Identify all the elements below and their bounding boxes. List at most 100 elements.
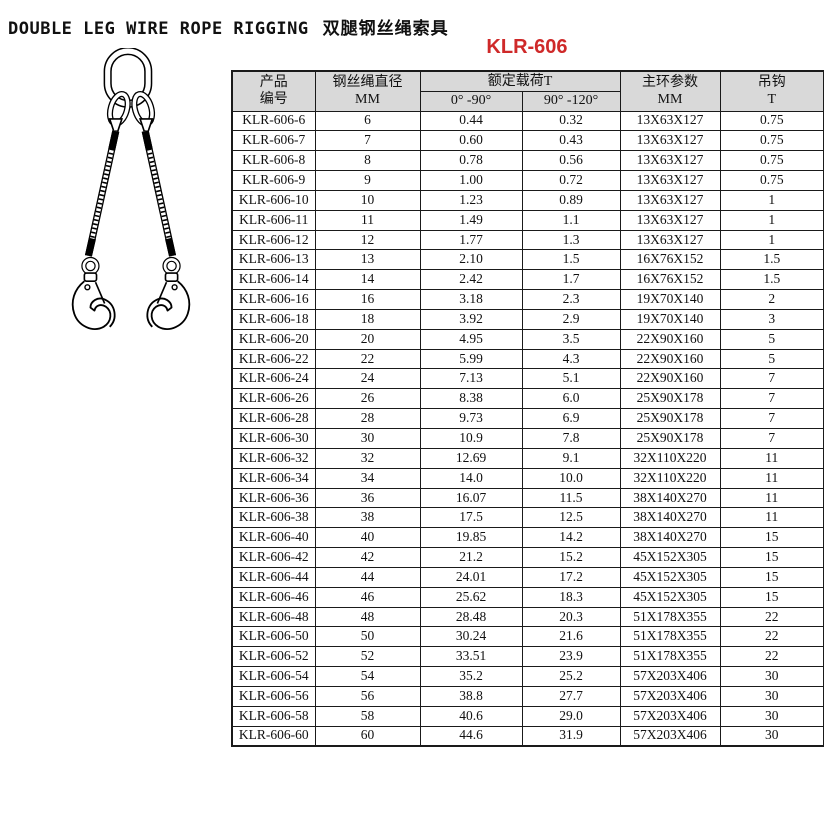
table-cell: 1.00	[419, 170, 523, 191]
table-cell: 22X90X160	[619, 328, 721, 350]
table-cell: KLR-606-58	[231, 705, 316, 727]
table-row: KLR-606-24 24 7.13 5.1 22X90X160 7	[231, 368, 824, 390]
table-cell: 15	[719, 566, 824, 588]
table-cell: 60	[314, 725, 421, 747]
table-row: KLR-606-12 12 1.77 1.3 13X63X127 1	[231, 229, 824, 251]
table-cell: 1.1	[521, 209, 621, 231]
table-row: KLR-606-26 26 8.38 6.0 25X90X178 7	[231, 388, 824, 410]
table-cell: 56	[314, 685, 421, 707]
spec-table: 产品 编号 钢丝绳直径 MM 额定载荷T 主环参数 MM 吊钩 T 0° -90…	[231, 70, 824, 747]
table-cell: 0.32	[521, 110, 621, 132]
table-cell: KLR-606-22	[231, 348, 316, 370]
table-cell: 18	[314, 308, 421, 330]
table-row: KLR-606-8 8 0.78 0.56 13X63X127 0.75	[231, 150, 824, 172]
table-cell: 46	[314, 586, 421, 608]
table-cell: 7	[719, 368, 824, 390]
table-cell: 19X70X140	[619, 308, 721, 330]
table-cell: 2	[719, 289, 824, 310]
table-cell: 22	[719, 626, 824, 648]
table-cell: 25X90X178	[619, 408, 721, 429]
table-cell: 13X63X127	[619, 229, 721, 251]
table-cell: 44.6	[419, 725, 523, 747]
table-cell: 9.73	[419, 408, 523, 429]
table-cell: 5.99	[419, 348, 523, 370]
table-row: KLR-606-11 11 1.49 1.1 13X63X127 1	[231, 209, 824, 231]
table-cell: 7	[719, 388, 824, 410]
table-cell: 3	[719, 308, 824, 330]
table-cell: 0.89	[521, 189, 621, 211]
table-cell: KLR-606-34	[231, 467, 316, 489]
table-cell: 15	[719, 527, 824, 549]
table-cell: KLR-606-9	[231, 170, 316, 191]
table-cell: 45X152X305	[619, 566, 721, 588]
table-cell: 31.9	[521, 725, 621, 747]
table-cell: 13X63X127	[619, 170, 721, 191]
table-cell: 2.10	[419, 249, 523, 271]
table-cell: 29.0	[521, 705, 621, 727]
table-row: KLR-606-28 28 9.73 6.9 25X90X178 7	[231, 408, 824, 429]
table-cell: 11	[719, 447, 824, 469]
table-cell: 12.69	[419, 447, 523, 469]
table-cell: 1	[719, 209, 824, 231]
table-cell: KLR-606-48	[231, 606, 316, 628]
wire-rope-leg-left-icon	[84, 130, 120, 257]
table-cell: 20	[314, 328, 421, 350]
sling-illustration	[71, 48, 191, 330]
table-cell: 12	[314, 229, 421, 251]
table-cell: 10.9	[419, 428, 523, 449]
table-cell: 7	[314, 130, 421, 152]
table-cell: 11	[719, 467, 824, 489]
table-row: KLR-606-36 36 16.07 11.5 38X140X270 11	[231, 487, 824, 509]
table-cell: 16.07	[419, 487, 523, 509]
table-cell: 13X63X127	[619, 150, 721, 172]
table-cell: 27.7	[521, 685, 621, 707]
table-cell: KLR-606-24	[231, 368, 316, 390]
table-cell: 24	[314, 368, 421, 390]
table-cell: 6.0	[521, 388, 621, 410]
table-cell: 18.3	[521, 586, 621, 608]
table-cell: 16X76X152	[619, 269, 721, 291]
table-cell: KLR-606-42	[231, 547, 316, 568]
table-cell: 22	[314, 348, 421, 370]
page-title-en: DOUBLE LEG WIRE ROPE RIGGING	[8, 19, 309, 39]
table-row: KLR-606-48 48 28.48 20.3 51X178X355 22	[231, 606, 824, 628]
table-cell: 13X63X127	[619, 130, 721, 152]
header-rated-load: 额定载荷T	[419, 70, 621, 92]
table-cell: 12.5	[521, 507, 621, 529]
table-cell: 1.23	[419, 189, 523, 211]
table-cell: 1.49	[419, 209, 523, 231]
page-title-zh: 双腿钢丝绳索具	[322, 19, 449, 39]
table-cell: KLR-606-50	[231, 626, 316, 648]
table-cell: 58	[314, 705, 421, 727]
table-row: KLR-606-13 13 2.10 1.5 16X76X152 1.5	[231, 249, 824, 271]
table-cell: 32X110X220	[619, 467, 721, 489]
table-cell: 25X90X178	[619, 428, 721, 449]
table-cell: 13X63X127	[619, 189, 721, 211]
table-row: KLR-606-7 7 0.60 0.43 13X63X127 0.75	[231, 130, 824, 152]
table-cell: 1	[719, 229, 824, 251]
table-cell: 30	[719, 705, 824, 727]
table-cell: 0.44	[419, 110, 523, 132]
table-cell: KLR-606-7	[231, 130, 316, 152]
table-cell: KLR-606-11	[231, 209, 316, 231]
table-row: KLR-606-14 14 2.42 1.7 16X76X152 1.5	[231, 269, 824, 291]
table-cell: 40.6	[419, 705, 523, 727]
table-cell: 30	[719, 725, 824, 747]
table-cell: 23.9	[521, 646, 621, 668]
table-cell: 11.5	[521, 487, 621, 509]
table-row: KLR-606-34 34 14.0 10.0 32X110X220 11	[231, 467, 824, 489]
table-cell: 14.0	[419, 467, 523, 489]
table-cell: 17.2	[521, 566, 621, 588]
header-hook: 吊钩 T	[719, 70, 824, 112]
table-cell: 28.48	[419, 606, 523, 628]
table-cell: 0.43	[521, 130, 621, 152]
table-row: KLR-606-10 10 1.23 0.89 13X63X127 1	[231, 189, 824, 211]
table-cell: 25.62	[419, 586, 523, 608]
table-cell: 4.3	[521, 348, 621, 370]
table-cell: 40	[314, 527, 421, 549]
table-row: KLR-606-46 46 25.62 18.3 45X152X305 15	[231, 586, 824, 608]
wire-rope-leg-right-icon	[141, 130, 177, 257]
table-cell: 34	[314, 467, 421, 489]
hook-left-icon	[71, 256, 116, 330]
table-cell: 0.75	[719, 170, 824, 191]
